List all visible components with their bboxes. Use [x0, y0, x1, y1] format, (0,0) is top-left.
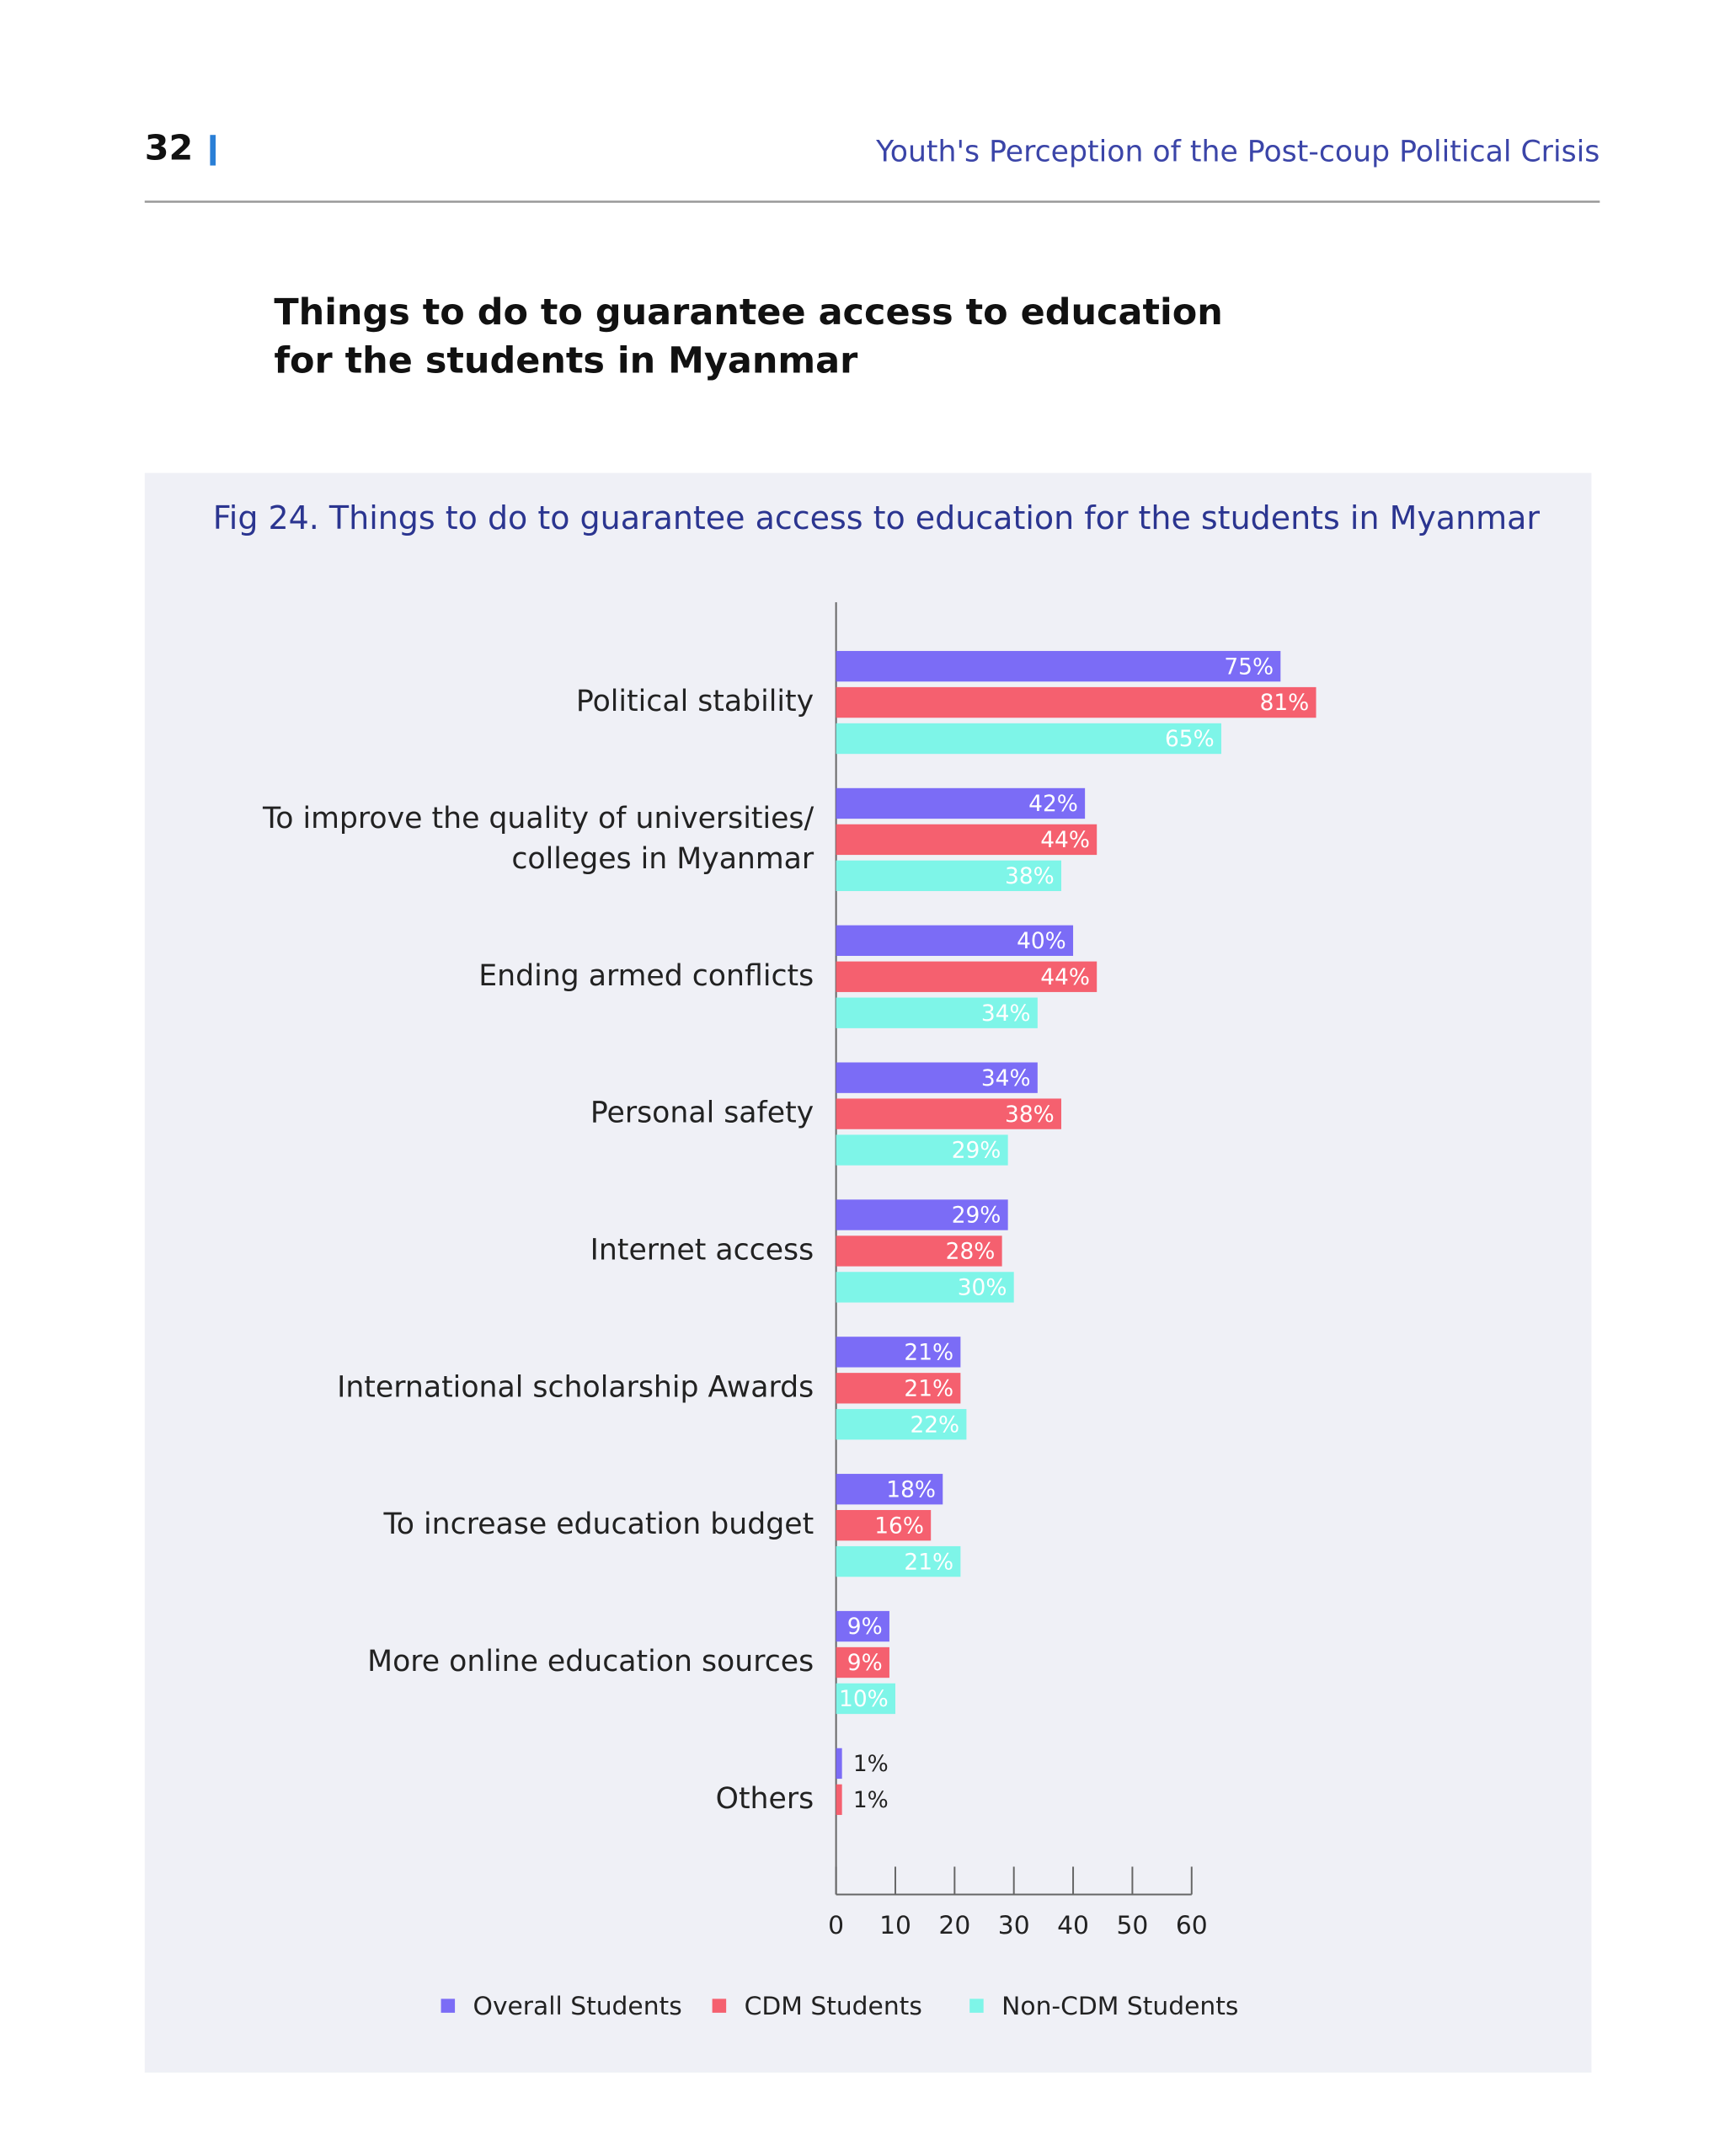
value-label: 30% — [958, 1275, 1007, 1301]
legend-label: Overall Students — [473, 1992, 682, 2021]
bar — [836, 650, 1281, 682]
bar — [836, 1199, 1008, 1230]
legend-swatch — [969, 1999, 984, 2013]
x-tick-label: 30 — [998, 1911, 1030, 1940]
bar — [836, 997, 1038, 1028]
category-label: Political stability — [576, 685, 814, 718]
bar — [836, 1272, 1014, 1303]
value-label: 44% — [1040, 964, 1090, 990]
bar — [836, 1409, 967, 1440]
category-label: International scholarship Awards — [337, 1370, 814, 1404]
category-label: To increase education budget — [383, 1508, 814, 1541]
bar — [836, 1646, 889, 1678]
bar — [836, 1610, 889, 1642]
bar — [836, 1337, 961, 1368]
value-label: 65% — [1165, 726, 1215, 752]
value-label: 81% — [1260, 690, 1310, 716]
bar — [836, 1545, 961, 1577]
bar — [836, 1062, 1038, 1093]
category-label: Internet access — [590, 1233, 814, 1267]
chart-title: Fig 24. Things to do to guarantee access… — [213, 499, 1541, 536]
value-label: 34% — [981, 1065, 1031, 1091]
value-label: 38% — [1005, 1102, 1055, 1128]
value-label: 38% — [1005, 863, 1055, 889]
category-label: To improve the quality of universities/c… — [262, 802, 814, 876]
heading: Things to do to guarantee access to educ… — [274, 291, 1222, 334]
bar — [836, 925, 1074, 956]
value-label: 1% — [853, 1787, 889, 1813]
value-label: 16% — [874, 1513, 924, 1539]
bar — [836, 1683, 895, 1715]
value-label: 21% — [904, 1340, 953, 1366]
value-label: 40% — [1017, 928, 1066, 954]
value-label: 9% — [847, 1614, 883, 1640]
value-label: 18% — [886, 1476, 936, 1502]
bar — [836, 1748, 842, 1780]
legend-swatch — [441, 1999, 456, 2013]
value-label: 75% — [1224, 654, 1274, 680]
bar — [836, 686, 1316, 718]
bar — [836, 824, 1097, 856]
legend-swatch — [712, 1999, 727, 2013]
bar — [836, 860, 1061, 892]
value-label: 9% — [847, 1650, 883, 1676]
x-tick-label: 50 — [1116, 1911, 1148, 1940]
value-label: 44% — [1040, 827, 1090, 853]
bar — [836, 961, 1097, 992]
category-label: Ending armed conflicts — [478, 959, 814, 993]
value-label: 29% — [952, 1138, 1001, 1164]
page-number: 32 — [145, 127, 193, 168]
bar — [836, 787, 1086, 819]
value-label: 1% — [853, 1751, 889, 1777]
running-head: Youth's Perception of the Post-coup Poli… — [875, 136, 1599, 169]
legend-label: Non-CDM Students — [1001, 1992, 1238, 2021]
value-label: 34% — [981, 1001, 1031, 1027]
legend-label: CDM Students — [745, 1992, 922, 2021]
x-tick-label: 40 — [1057, 1911, 1089, 1940]
bar — [836, 1474, 943, 1505]
heading: for the students in Myanmar — [274, 340, 858, 382]
bar — [836, 723, 1221, 755]
x-tick-label: 60 — [1176, 1911, 1208, 1940]
bar — [836, 1235, 1002, 1267]
category-label: More online education sources — [367, 1645, 814, 1678]
bar — [836, 1373, 961, 1404]
bar — [836, 1098, 1061, 1129]
category-label: Others — [716, 1782, 814, 1816]
category-label: Personal safety — [590, 1097, 814, 1130]
bar — [836, 1134, 1008, 1166]
header-bar — [210, 135, 216, 166]
value-label: 28% — [946, 1239, 996, 1265]
bar — [836, 1509, 932, 1541]
value-label: 21% — [904, 1375, 953, 1401]
value-label: 42% — [1028, 791, 1078, 817]
value-label: 21% — [904, 1549, 953, 1575]
bar — [836, 1784, 842, 1816]
value-label: 10% — [839, 1686, 889, 1712]
x-tick-label: 10 — [879, 1911, 911, 1940]
x-tick-label: 0 — [828, 1911, 844, 1940]
value-label: 29% — [952, 1203, 1001, 1229]
x-tick-label: 20 — [938, 1911, 970, 1940]
value-label: 22% — [910, 1412, 959, 1438]
